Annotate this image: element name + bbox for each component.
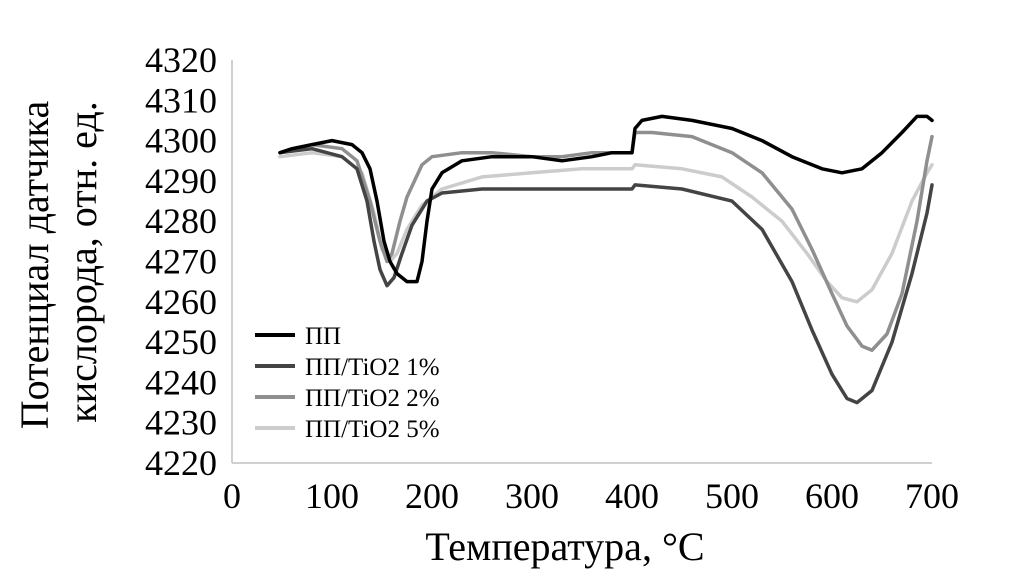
y-axis-title-line1: Потенциал датчика — [12, 100, 57, 429]
y-tick-label: 4280 — [145, 201, 217, 241]
y-tick-label: 4320 — [145, 40, 217, 80]
x-tick-label: 700 — [905, 476, 959, 516]
y-tick-label: 4300 — [145, 121, 217, 161]
y-tick-label: 4230 — [145, 403, 217, 443]
x-tick-label: 500 — [705, 476, 759, 516]
x-tick-label: 0 — [223, 476, 241, 516]
x-tick-labels: 0 100 200 300 400 500 600 700 — [223, 476, 959, 516]
x-tick-label: 100 — [305, 476, 359, 516]
legend: ПП ПП/TiO2 1% ПП/TiO2 2% ПП/TiO2 5% — [255, 323, 440, 443]
y-tick-label: 4250 — [145, 322, 217, 362]
x-axis-title: Температура, °C — [425, 524, 704, 569]
y-axis-title-line2: кислорода, отн. ед. — [60, 101, 105, 422]
series-line-0 — [278, 114, 934, 284]
x-tick-label: 200 — [405, 476, 459, 516]
series-lines — [278, 114, 934, 405]
legend-label-1: ПП/TiO2 1% — [305, 354, 440, 381]
x-tick-label: 300 — [505, 476, 559, 516]
x-tick-label: 600 — [805, 476, 859, 516]
y-tick-label: 4290 — [145, 161, 217, 201]
y-tick-label: 4310 — [145, 80, 217, 120]
legend-label-2: ПП/TiO2 2% — [305, 385, 440, 412]
y-tick-label: 4220 — [145, 443, 217, 483]
y-tick-label: 4270 — [145, 242, 217, 282]
y-tick-label: 4260 — [145, 282, 217, 322]
axes — [231, 60, 932, 464]
x-tick-label: 400 — [605, 476, 659, 516]
series-line-2 — [278, 130, 934, 352]
legend-label-3: ПП/TiO2 5% — [305, 416, 440, 443]
legend-label-0: ПП — [305, 323, 341, 350]
y-tick-labels: 4220423042404250426042704280429043004310… — [145, 40, 217, 483]
series-line-1 — [278, 146, 934, 405]
y-tick-label: 4240 — [145, 362, 217, 402]
